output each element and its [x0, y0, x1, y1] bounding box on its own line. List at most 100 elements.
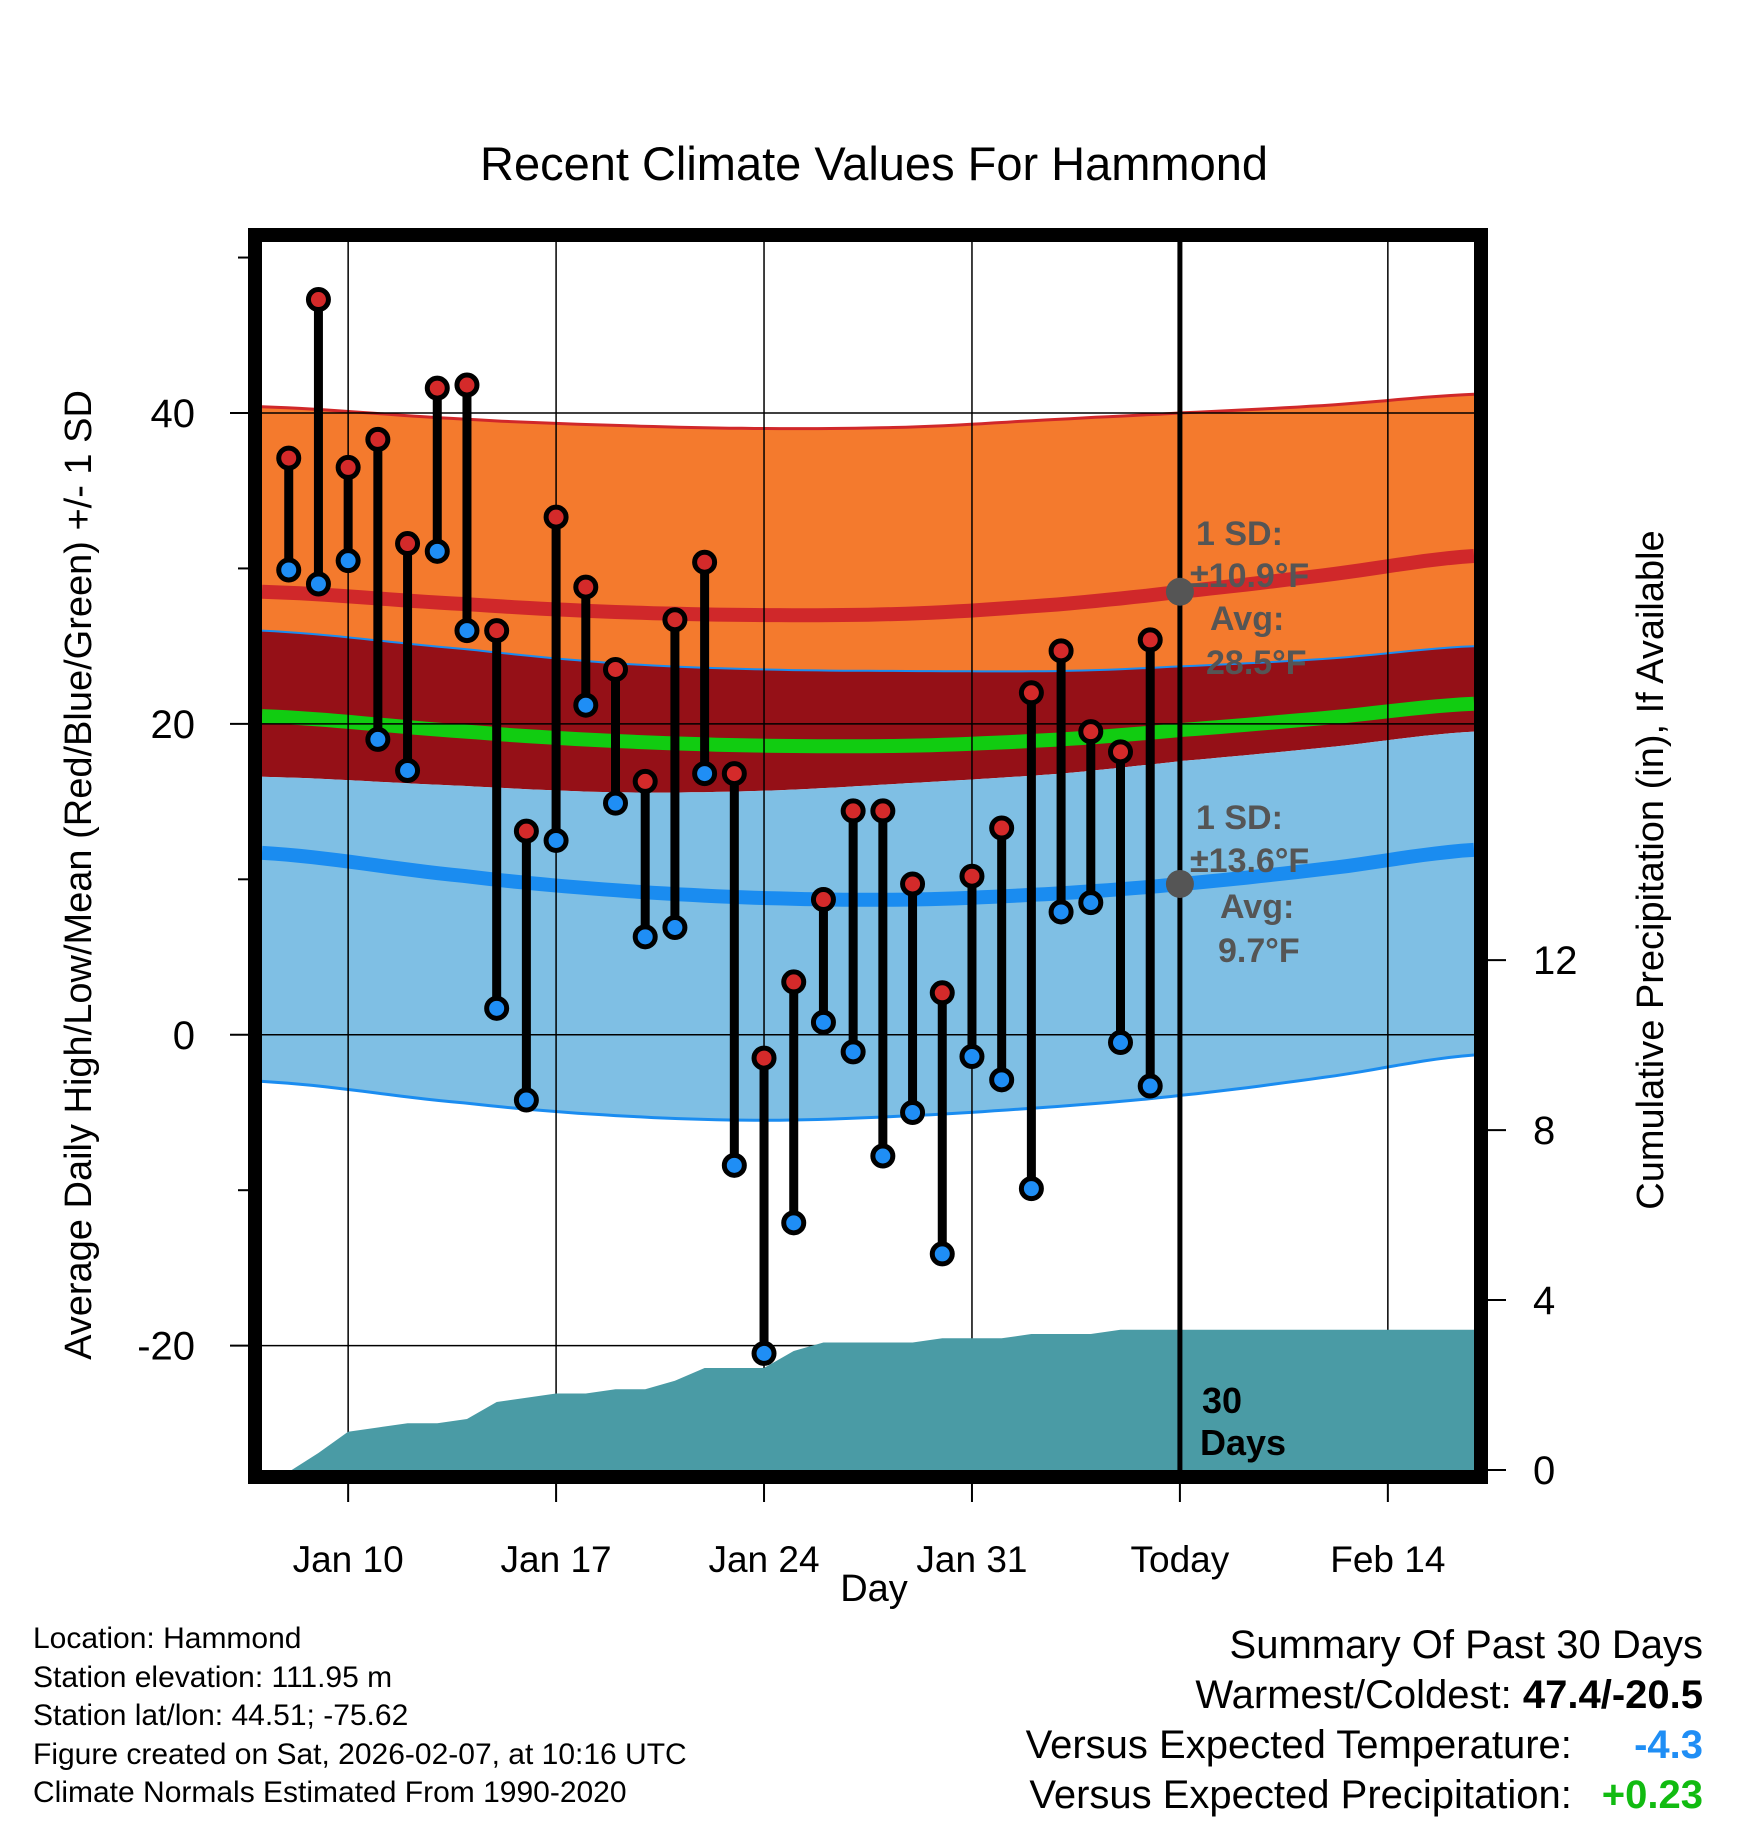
daily-high-marker	[840, 798, 866, 824]
daily-high-marker	[810, 887, 836, 913]
x-tick-label: Jan 31	[916, 1539, 1027, 1580]
mean-line	[262, 696, 1474, 754]
daily-high-marker	[1018, 680, 1044, 706]
x-tick-label: Feb 14	[1330, 1539, 1445, 1580]
y2-tick-label: 8	[1533, 1109, 1555, 1153]
elevation-text: Station elevation: 111.95 m	[33, 1660, 393, 1694]
daily-low-marker	[781, 1210, 807, 1236]
high-sd-value: ±10.9°F	[1190, 557, 1309, 595]
location-text: Location: Hammond	[33, 1622, 302, 1655]
daily-low-marker	[365, 726, 391, 752]
daily-high-marker	[1048, 638, 1074, 664]
daily-low-marker	[1108, 1030, 1133, 1056]
high-avg-label: Avg:	[1210, 600, 1284, 638]
daily-high-marker	[395, 531, 421, 557]
precip-label: Versus Expected Precipitation:	[1029, 1773, 1572, 1817]
daily-low-marker	[424, 538, 450, 564]
summary-panel: Summary Of Past 30 Days Warmest/Coldest:…	[1026, 1620, 1703, 1820]
daily-high-marker	[751, 1045, 777, 1071]
daily-high-marker	[1137, 627, 1163, 653]
daily-high-marker	[1108, 739, 1133, 765]
daily-high-marker	[365, 426, 391, 452]
x-axis-label: Day	[840, 1568, 908, 1610]
daily-low-marker	[335, 548, 361, 574]
daily-high-marker	[721, 761, 747, 787]
low-sd-band	[262, 731, 1474, 1121]
daily-low-marker	[573, 692, 599, 718]
high-sd-band	[262, 394, 1474, 672]
daily-low-marker	[1048, 899, 1074, 925]
latlon-text: Station lat/lon: 44.51; -75.62	[33, 1699, 409, 1732]
low-sd-label: 1 SD:	[1196, 799, 1283, 837]
daily-high-marker	[573, 574, 599, 600]
daily-low-marker	[662, 915, 688, 941]
y2-axis-label: Cumulative Precipitation (in), If Availa…	[1630, 530, 1672, 1209]
x-tick-label: Jan 17	[501, 1539, 612, 1580]
daily-low-marker	[484, 995, 510, 1021]
high-minus-sd-line	[262, 629, 1474, 673]
normals-text: Climate Normals Estimated From 1990-2020	[33, 1776, 627, 1809]
y-tick-label: 40	[151, 392, 196, 436]
daily-low-marker	[305, 571, 331, 597]
plot-content	[262, 242, 1474, 1470]
daily-high-marker	[692, 549, 718, 575]
daily-low-marker	[810, 1009, 836, 1035]
plot-frame	[248, 228, 1488, 1484]
low-sd-value: ±13.6°F	[1190, 842, 1309, 880]
daily-high-marker	[781, 969, 807, 995]
climate-chart: Recent Climate Values For Hammond -20 0 20…	[58, 137, 1672, 1610]
summary-title: Summary Of Past 30 Days	[1229, 1623, 1703, 1667]
daily-low-marker	[989, 1067, 1015, 1093]
x-tick-label: Today	[1131, 1539, 1230, 1580]
y-tick-label: 0	[173, 1014, 195, 1058]
axes: -20 0 20 40 0 4 8 12 Jan 10 Jan 17 Jan 24 Jan 31 Tod…	[137, 228, 1578, 1580]
daily-low-marker	[751, 1340, 777, 1366]
temp-label: Versus Expected Temperature:	[1025, 1723, 1572, 1767]
created-text: Figure created on Sat, 2026-02-07, at 10…	[33, 1737, 687, 1771]
daily-low-marker	[632, 924, 658, 950]
y-axis-label: Average Daily High/Low/Mean (Red/Blue/Gr…	[58, 390, 100, 1360]
plot-area	[262, 242, 1474, 1470]
daily-low-marker	[1137, 1073, 1163, 1099]
daily-high-marker	[632, 768, 658, 794]
daily-low-marker	[454, 618, 480, 644]
low-minus-sd-line	[262, 1053, 1474, 1122]
daily-low-marker	[603, 790, 628, 816]
chart-title: Recent Climate Values For Hammond	[480, 137, 1268, 190]
warm-cold-label: Warmest/Coldest:	[1195, 1673, 1512, 1717]
days-number: 30	[1202, 1380, 1242, 1421]
daily-low-marker	[721, 1152, 747, 1178]
y2-tick-label: 4	[1533, 1279, 1555, 1323]
daily-low-marker	[1078, 890, 1104, 916]
daily-high-marker	[276, 445, 302, 471]
summary-precip: Versus Expected Precipitation: +0.23	[1026, 1770, 1703, 1820]
daily-low-marker	[543, 827, 569, 853]
high-avg-point	[1165, 577, 1194, 606]
y2-tick-label: 0	[1533, 1449, 1555, 1493]
daily-high-marker	[454, 372, 480, 398]
daily-low-marker	[870, 1143, 896, 1169]
daily-low-marker	[959, 1044, 985, 1070]
low-avg-value: 9.7°F	[1218, 932, 1300, 970]
daily-high-marker	[662, 607, 688, 633]
daily-high-marker	[484, 618, 510, 644]
daily-low-marker	[900, 1099, 926, 1125]
annotations: 1 SD: ±10.9°F Avg: 28.5°F 1 SD: ±13.6°F Avg: 9.…	[1190, 515, 1309, 1463]
warm-cold-value: 47.4/-20.5	[1522, 1673, 1703, 1717]
summary-temp: Versus Expected Temperature: -4.3	[1026, 1720, 1703, 1770]
daily-high-marker	[1078, 719, 1104, 745]
daily-high-marker	[305, 287, 331, 313]
daily-high-marker	[335, 454, 361, 480]
daily-high-marker	[513, 818, 539, 844]
low-avg-point	[1165, 869, 1194, 898]
daily-high-marker	[424, 375, 450, 401]
summary-warm-cold: Warmest/Coldest: 47.4/-20.5	[1026, 1670, 1703, 1720]
y-tick-label: -20	[137, 1325, 195, 1369]
overlap-band	[262, 630, 1474, 793]
daily-high-marker	[900, 871, 926, 897]
daily-high-marker	[959, 863, 985, 889]
daily-high-marker	[870, 798, 896, 824]
high-avg-value: 28.5°F	[1206, 644, 1307, 682]
precip-value: +0.23	[1601, 1773, 1703, 1817]
daily-low-marker	[929, 1241, 955, 1267]
